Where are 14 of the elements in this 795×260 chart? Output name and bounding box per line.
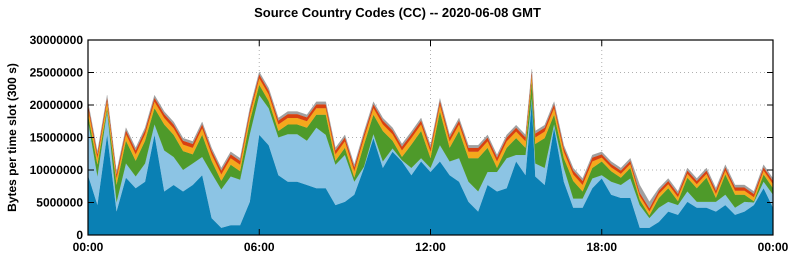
- y-tick-label: 25000000: [30, 66, 84, 80]
- y-axis-title: Bytes per time slot (300 s): [5, 63, 19, 212]
- x-tick-label: 00:00: [72, 240, 104, 254]
- y-tick-label: 0: [76, 228, 84, 242]
- y-tick-label: 10000000: [30, 163, 84, 178]
- y-tick-label: 5000000: [36, 196, 84, 210]
- x-tick-label: 18:00: [586, 240, 618, 254]
- chart-title: Source Country Codes (CC) -- 2020-06-08 GMT: [254, 5, 541, 20]
- x-tick-label: 00:00: [758, 240, 789, 254]
- y-tick-label: 15000000: [30, 130, 84, 145]
- x-tick-label: 12:00: [415, 240, 446, 254]
- x-tick-label: 06:00: [244, 240, 275, 254]
- y-tick-label: 30000000: [30, 33, 84, 48]
- y-tick-label: 20000000: [30, 98, 84, 112]
